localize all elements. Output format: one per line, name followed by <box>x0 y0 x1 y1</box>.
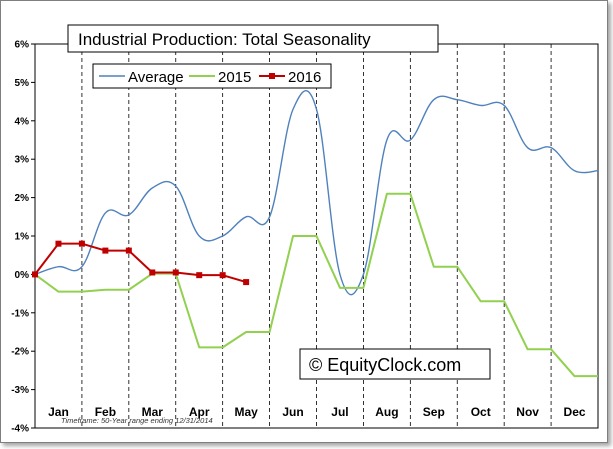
data-point-2016 <box>219 272 226 279</box>
x-tick-label-jan: Jan <box>48 405 69 419</box>
watermark-box: © EquityClock.com <box>299 348 491 380</box>
y-tick-label: 1% <box>15 232 30 243</box>
series-line-2016 <box>34 242 247 284</box>
axis-layer: -4% -3% -2% -1% 0% 1% 2% 3% 4% 5% 6% Jan Feb Mar Apr Ma… <box>11 40 586 435</box>
chart-title-box: Industrial Production: Total Seasonality <box>67 24 439 53</box>
data-point-2016 <box>172 269 179 276</box>
y-tick-label: -2% <box>11 347 29 358</box>
data-point-2016 <box>125 247 132 254</box>
watermark-text: © EquityClock.com <box>309 355 461 375</box>
y-tick-label: 6% <box>15 40 30 51</box>
y-tick-label: -4% <box>11 424 29 435</box>
x-tick-label-aug: Aug <box>375 405 398 419</box>
series-layer <box>32 89 599 378</box>
data-point-2016 <box>102 247 109 254</box>
chart-frame: -4% -3% -2% -1% 0% 1% 2% 3% 4% 5% 6% Jan Feb Mar Apr Ma… <box>0 0 608 443</box>
y-tick-label: 3% <box>15 155 30 166</box>
x-tick-label-jun: Jun <box>282 405 303 419</box>
x-tick-label-nov: Nov <box>516 405 539 419</box>
y-tick-label: 5% <box>15 78 30 89</box>
legend-label-average: Average <box>128 69 184 86</box>
legend: Average 2015 2016 <box>92 63 332 89</box>
x-tick-label-feb: Feb <box>95 405 116 419</box>
data-point-2016 <box>55 240 62 247</box>
legend-marker-2016 <box>269 73 275 79</box>
series-line-2015 <box>34 192 598 378</box>
data-point-2016 <box>243 279 250 286</box>
timeframe-footnote: Timeframe: 50-Year range ending 12/31/20… <box>61 416 213 425</box>
legend-label-2016: 2016 <box>288 69 321 86</box>
x-tick-label-may: May <box>234 405 258 419</box>
x-tick-label-sep: Sep <box>423 405 445 419</box>
data-point-2016 <box>196 272 203 279</box>
chart-title: Industrial Production: Total Seasonality <box>78 30 371 49</box>
y-tick-label: -3% <box>11 385 29 396</box>
data-point-2016 <box>78 240 85 247</box>
data-point-2016 <box>32 271 38 278</box>
legend-label-2015: 2015 <box>218 69 251 86</box>
x-tick-label-dec: Dec <box>564 405 586 419</box>
y-tick-label: 2% <box>15 193 30 204</box>
y-tick-label: 4% <box>15 116 30 127</box>
x-tick-label-jul: Jul <box>331 405 348 419</box>
y-tick-label: -1% <box>11 308 29 319</box>
data-point-2016 <box>149 269 156 276</box>
x-tick-label-mar: Mar <box>142 405 164 419</box>
x-tick-label-oct: Oct <box>471 405 491 419</box>
series-line-average <box>34 89 599 296</box>
x-tick-label-apr: Apr <box>189 405 210 419</box>
y-tick-label: 0% <box>15 270 30 281</box>
